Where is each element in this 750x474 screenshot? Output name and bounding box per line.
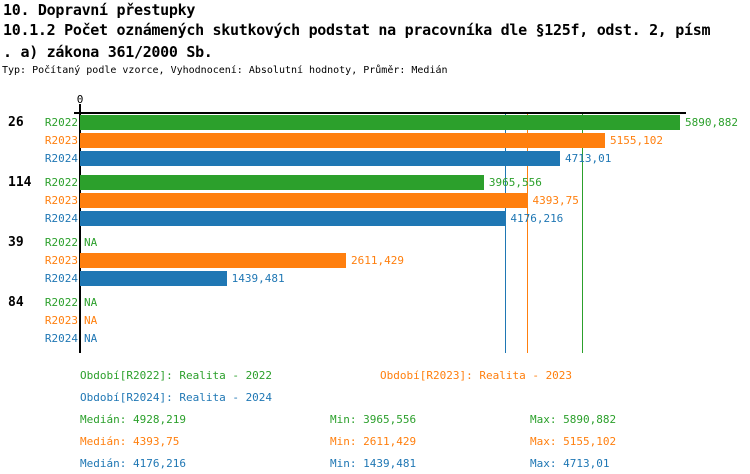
bar-area: 4176,216: [80, 211, 750, 226]
bar-value: 4176,216: [510, 212, 564, 225]
bar-value-na: NA: [84, 314, 98, 327]
bar-r2023: [80, 253, 346, 268]
bar-area: 4393,75: [80, 193, 750, 208]
legend-period-r2023: Období[R2023]: Realita - 2023: [380, 369, 573, 382]
stat-min-r2023: Min: 2611,429: [330, 435, 417, 448]
group-label: 84: [8, 295, 24, 310]
bar-row: R2023 NA: [0, 313, 750, 328]
bar-area: 3965,556: [80, 175, 750, 190]
bar-row: 114 R2022 3965,556: [0, 175, 750, 190]
series-label: R2022: [44, 236, 78, 249]
bar-area: 4713,01: [80, 151, 750, 166]
series-label: R2024: [44, 332, 78, 345]
bar-area: NA: [80, 313, 750, 328]
bar-area: 1439,481: [80, 271, 750, 286]
stat-median-r2023: Medián: 4393,75: [80, 435, 180, 448]
bar-row: R2024 NA: [0, 331, 750, 346]
bar-area: NA: [80, 235, 750, 250]
bar-row: R2024 4713,01: [0, 151, 750, 166]
group-label: 39: [8, 235, 24, 250]
bar-value: 4393,75: [532, 194, 579, 207]
series-label: R2022: [44, 296, 78, 309]
bar-row: R2024 4176,216: [0, 211, 750, 226]
bar-r2024: [80, 151, 560, 166]
report-title-line-3: . a) zákona 361/2000 Sb.: [3, 43, 213, 61]
bar-row: 84 R2022 NA: [0, 295, 750, 310]
series-label: R2022: [44, 176, 78, 189]
series-label: R2023: [44, 194, 78, 207]
series-label: R2024: [44, 272, 78, 285]
y-axis-line: [79, 104, 81, 353]
stat-max-r2023: Max: 5155,102: [530, 435, 617, 448]
bar-value: 2611,429: [350, 254, 404, 267]
bar-value: 3965,556: [488, 176, 542, 189]
x-axis-line: [74, 112, 686, 114]
bar-value: 1439,481: [231, 272, 285, 285]
report-title-line-2: 10.1.2 Počet oznámených skutkových podst…: [3, 21, 711, 39]
stat-median-r2024: Medián: 4176,216: [80, 457, 186, 470]
report-title-line-1: 10. Dopravní přestupky: [3, 1, 196, 19]
bar-row: R2023 4393,75: [0, 193, 750, 208]
bar-area: NA: [80, 295, 750, 310]
legend-period-r2022: Období[R2022]: Realita - 2022: [80, 369, 273, 382]
stat-min-r2022: Min: 3965,556: [330, 413, 417, 426]
stat-min-r2024: Min: 1439,481: [330, 457, 417, 470]
series-label: R2024: [44, 152, 78, 165]
bar-r2022: [80, 115, 680, 130]
bar-value: 5890,882: [684, 116, 738, 129]
series-label: R2024: [44, 212, 78, 225]
legend-period-r2024: Období[R2024]: Realita - 2024: [80, 391, 273, 404]
bar-row: R2023 5155,102: [0, 133, 750, 148]
group-label: 26: [8, 115, 24, 130]
bar-row: R2023 2611,429: [0, 253, 750, 268]
bar-r2023: [80, 193, 528, 208]
bar-row: 39 R2022 NA: [0, 235, 750, 250]
bar-r2023: [80, 133, 606, 148]
bar-value-na: NA: [84, 332, 98, 345]
median-line-r2024: [505, 114, 507, 353]
report-subtitle: Typ: Počítaný podle vzorce, Vyhodnocení:…: [2, 65, 448, 76]
bar-r2024: [80, 271, 227, 286]
bar-r2022: [80, 175, 484, 190]
stat-max-r2024: Max: 4713,01: [530, 457, 610, 470]
chart-rows: 26 R2022 5890,882 R2023 5155,102 R2024 4713,01…: [0, 115, 750, 349]
bar-value-na: NA: [84, 296, 98, 309]
stat-max-r2022: Max: 5890,882: [530, 413, 617, 426]
bar-area: 5890,882: [80, 115, 750, 130]
bar-row: R2024 1439,481: [0, 271, 750, 286]
stat-median-r2022: Medián: 4928,219: [80, 413, 186, 426]
series-label: R2023: [44, 314, 78, 327]
median-line-r2023: [527, 114, 529, 353]
x-axis-tick-label: 0: [76, 93, 84, 106]
group-label: 114: [8, 175, 32, 190]
bar-value: 4713,01: [565, 152, 612, 165]
bar-value: 5155,102: [610, 134, 664, 147]
bar-area: NA: [80, 331, 750, 346]
median-line-r2022: [581, 114, 583, 353]
bar-r2024: [80, 211, 506, 226]
bar-area: 5155,102: [80, 133, 750, 148]
bar-value-na: NA: [84, 236, 98, 249]
bar-area: 2611,429: [80, 253, 750, 268]
series-label: R2023: [44, 134, 78, 147]
series-label: R2022: [44, 116, 78, 129]
bar-row: 26 R2022 5890,882: [0, 115, 750, 130]
series-label: R2023: [44, 254, 78, 267]
